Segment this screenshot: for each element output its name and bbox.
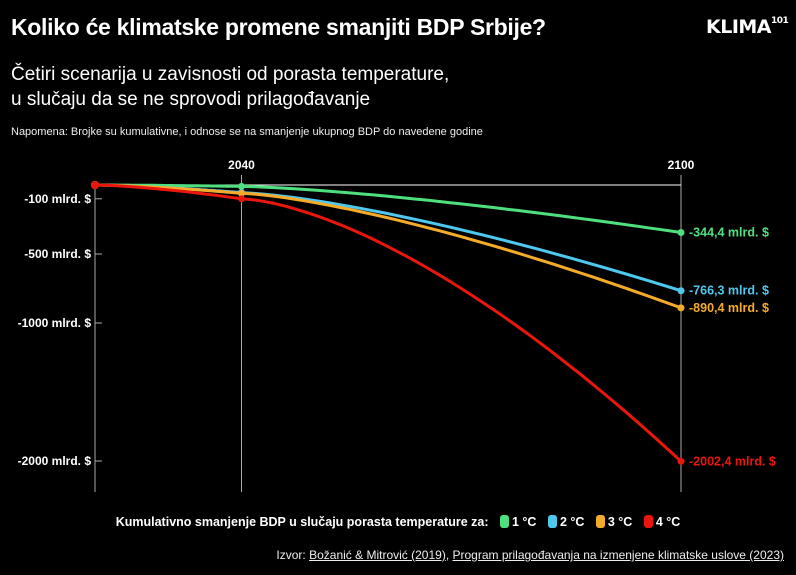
- start-point: [91, 181, 99, 189]
- data-point: [677, 457, 685, 465]
- legend-item-label: 4 °C: [655, 515, 681, 529]
- end-value-label: -344,4 mlrd. $: [689, 226, 769, 240]
- legend-item-1c: 1 °C: [500, 515, 536, 529]
- end-value-label: -2002,4 mlrd. $: [689, 454, 776, 468]
- data-point: [238, 182, 245, 190]
- series-line-2c: [95, 183, 682, 293]
- legend-item-2c: 2 °C: [547, 515, 585, 529]
- data-point: [677, 304, 685, 312]
- source-link-bozanic[interactable]: Božanić & Mitrović (2019): [309, 548, 446, 562]
- source-link-program[interactable]: Program prilagođavanja na izmenjene klim…: [452, 548, 784, 562]
- legend-item-3c: 3 °C: [595, 515, 633, 529]
- source: Izvor: Božanić & Mitrović (2019), Progra…: [276, 548, 784, 562]
- klima101-logo: KLIMA101: [706, 16, 789, 38]
- logo-text: KLIMA: [706, 16, 772, 38]
- subtitle-line: u slučaju da se ne sprovodi prilagođavan…: [11, 89, 371, 110]
- legend-item-label: 3 °C: [607, 515, 633, 529]
- series-line-4c: [94, 183, 683, 463]
- y-tick-label: -500 mlrd. $: [24, 247, 91, 261]
- line-chart: 2040 2100 -100 mlrd. $ -500 mlrd. $ -1000 ml…: [18, 158, 776, 492]
- end-value-label: -890,4 mlrd. $: [689, 301, 769, 315]
- chart-subtitle: Četiri scenarija u zavisnosti od porasta…: [11, 62, 571, 112]
- legend-swatch: [643, 515, 653, 528]
- legend-swatch: [595, 515, 605, 528]
- x-tick-label: 2040: [228, 158, 255, 172]
- source-prefix: Izvor:: [276, 548, 310, 562]
- legend-item-label: 2 °C: [559, 515, 585, 529]
- chart-title: Koliko će klimatske promene smanjiti BDP…: [11, 14, 546, 40]
- legend-item-label: 1 °C: [512, 515, 537, 529]
- source-sep: ,: [445, 548, 453, 562]
- legend-swatch: [500, 515, 509, 528]
- legend: Kumulativno smanjenje BDP u slučaju pora…: [0, 515, 796, 529]
- chart-note: Napomena: Brojke su kumulativne, i odnos…: [11, 126, 483, 138]
- legend-label: Kumulativno smanjenje BDP u slučaju pora…: [115, 515, 489, 529]
- data-point: [677, 287, 685, 295]
- data-point: [677, 229, 685, 237]
- subtitle-line: Četiri scenarija u zavisnosti od porasta…: [11, 64, 450, 85]
- logo-sup: 101: [771, 16, 789, 26]
- legend-swatch: [547, 515, 557, 528]
- end-value-label: -766,3 mlrd. $: [689, 284, 769, 298]
- data-point: [238, 195, 245, 203]
- x-tick-label: 2100: [668, 158, 695, 172]
- legend-item-4c: 4 °C: [643, 515, 681, 529]
- data-point: [238, 189, 245, 197]
- y-tick-label: -100 mlrd. $: [24, 192, 91, 206]
- y-tick-label: -1000 mlrd. $: [18, 316, 92, 330]
- y-tick-label: -2000 mlrd. $: [18, 454, 92, 468]
